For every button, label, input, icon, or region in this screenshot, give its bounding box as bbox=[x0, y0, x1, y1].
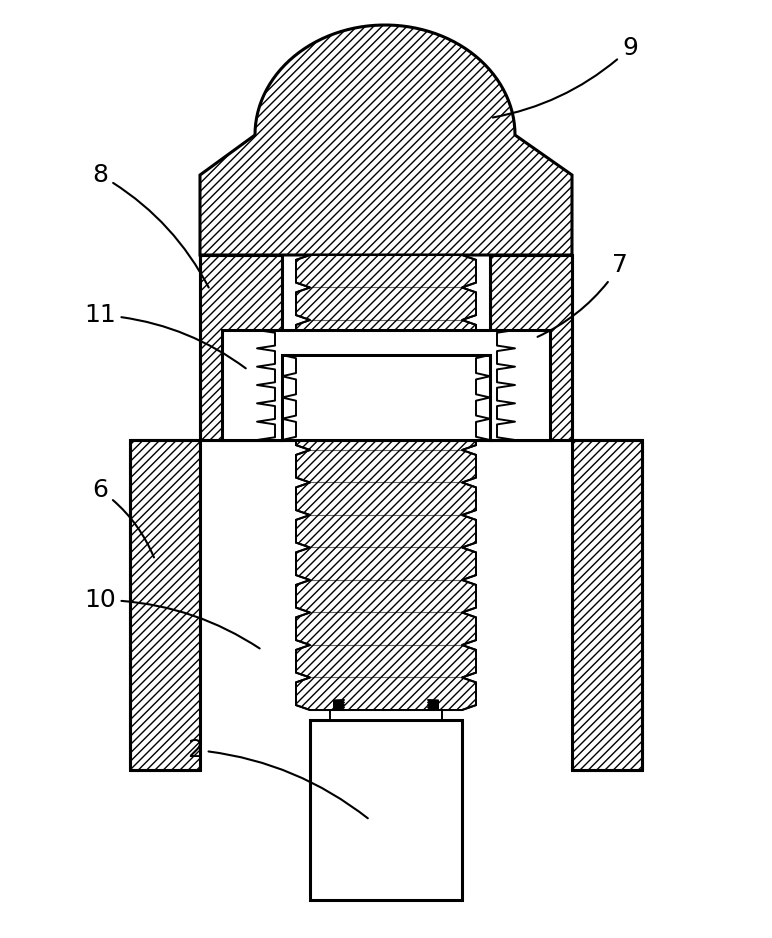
Bar bbox=[200, 255, 282, 440]
Bar bbox=[130, 440, 200, 770]
Polygon shape bbox=[296, 255, 476, 710]
Bar bbox=[490, 255, 572, 440]
Text: 7: 7 bbox=[537, 253, 628, 337]
Bar bbox=[282, 355, 490, 440]
Text: 11: 11 bbox=[84, 303, 245, 369]
Bar bbox=[282, 255, 490, 440]
Polygon shape bbox=[200, 25, 572, 255]
Text: 9: 9 bbox=[493, 36, 638, 117]
Bar bbox=[310, 720, 462, 900]
Bar bbox=[572, 440, 642, 770]
Text: 8: 8 bbox=[92, 163, 208, 288]
Text: 2: 2 bbox=[187, 738, 367, 818]
Bar bbox=[284, 357, 488, 438]
Bar bbox=[200, 440, 572, 770]
Text: 10: 10 bbox=[84, 588, 259, 648]
Bar bbox=[330, 710, 442, 720]
Bar bbox=[222, 330, 550, 440]
Text: 6: 6 bbox=[92, 478, 154, 557]
